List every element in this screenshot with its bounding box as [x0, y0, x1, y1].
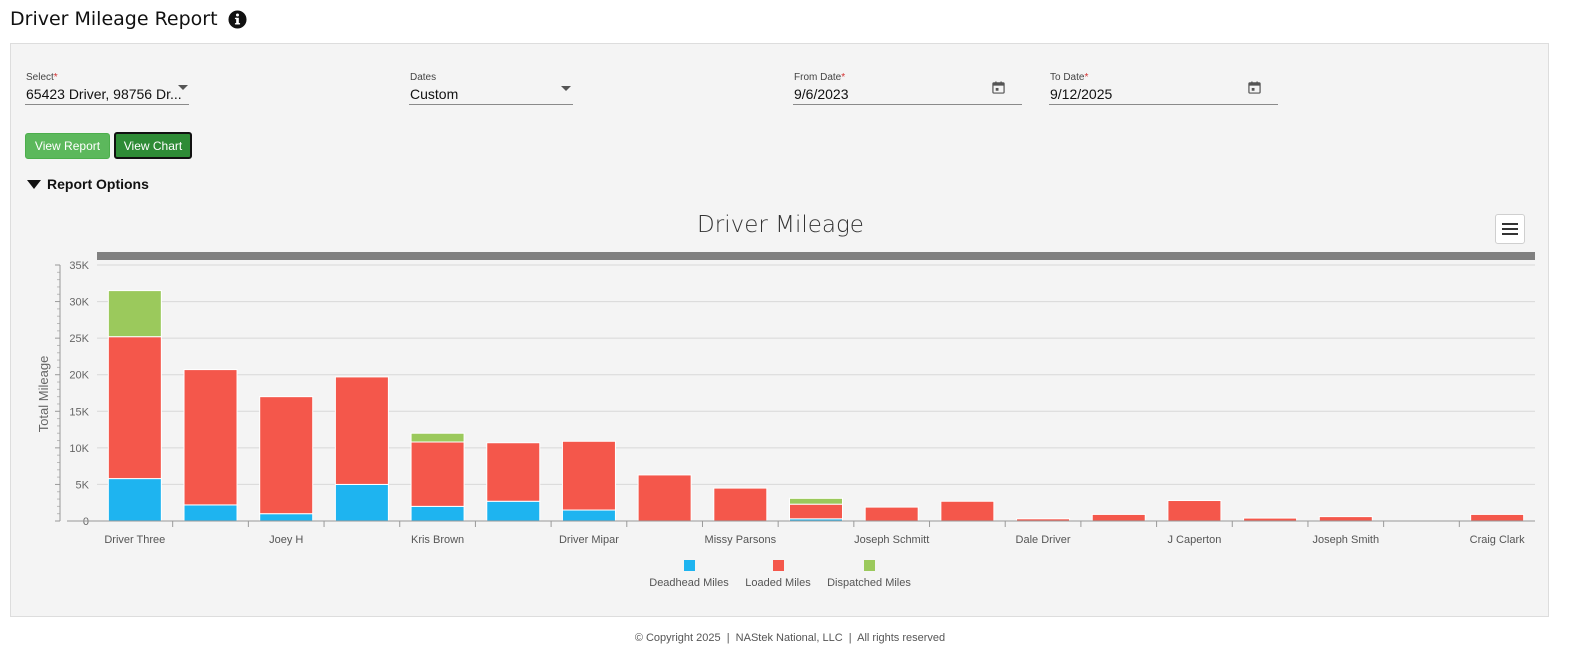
y-tick-label: 35K	[69, 260, 89, 272]
driver-select-label: Select*	[26, 72, 58, 83]
bar-segment[interactable]	[410, 505, 465, 522]
bar-segment[interactable]	[1318, 516, 1373, 522]
bar-segment[interactable]	[334, 376, 389, 485]
bar-segment[interactable]	[410, 441, 465, 507]
bar-segment[interactable]	[864, 506, 919, 522]
caret-down-icon	[27, 179, 41, 189]
footer-copyright: © Copyright 2025 | NAStek National, LLC …	[634, 632, 946, 644]
x-tick-label: Joey H	[269, 534, 303, 546]
driver-select-value: 65423 Driver, 98756 Dr...	[26, 86, 182, 102]
dates-select[interactable]: Dates Custom	[409, 72, 573, 105]
dates-select-label: Dates	[410, 72, 437, 83]
bar-segment[interactable]	[183, 504, 238, 522]
x-tick-label: Joseph Schmitt	[854, 534, 929, 546]
report-options-toggle[interactable]: Report Options	[27, 176, 149, 192]
view-report-button[interactable]: View Report	[25, 133, 110, 159]
chart-scrollbar[interactable]	[97, 252, 1535, 260]
legend-swatch[interactable]	[864, 560, 875, 571]
bar-segment[interactable]	[107, 336, 162, 480]
to-date-value: 9/12/2025	[1050, 86, 1113, 102]
x-tick-label: Kris Brown	[411, 534, 464, 546]
bar-segment[interactable]	[789, 497, 843, 505]
bar-segment[interactable]	[637, 474, 692, 522]
bar-segment[interactable]	[183, 369, 238, 506]
bar-segment[interactable]	[259, 513, 314, 522]
from-date-value: 9/6/2023	[794, 86, 849, 102]
driver-select[interactable]: Select* 65423 Driver, 98756 Dr...	[25, 72, 189, 105]
bar-segment[interactable]	[259, 396, 314, 515]
y-tick-label: 10K	[69, 443, 89, 455]
y-tick-label: 20K	[69, 370, 89, 382]
from-date-label: From Date*	[794, 72, 846, 83]
from-date-field[interactable]: From Date* 9/6/2023	[793, 72, 1022, 105]
info-icon[interactable]	[228, 9, 247, 29]
report-panel: Select* 65423 Driver, 98756 Dr... Dates …	[10, 43, 1549, 617]
to-date-label: To Date*	[1050, 72, 1089, 83]
hamburger-menu-icon	[1502, 223, 1518, 235]
calendar-icon[interactable]	[1248, 81, 1261, 94]
chevron-down-icon[interactable]	[561, 86, 571, 91]
mileage-chart: 0 5K 10K 15K 20K 25K 30K 35K Driver Three Joey H K…	[36, 252, 1535, 589]
bar-segment[interactable]	[940, 500, 995, 522]
chart-menu-button[interactable]	[1495, 214, 1525, 244]
x-tick-label: Driver Mipar	[559, 534, 619, 546]
bar-segment[interactable]	[1167, 500, 1222, 522]
chevron-down-icon[interactable]	[178, 85, 188, 90]
bar-segment[interactable]	[713, 487, 768, 522]
bar-segment[interactable]	[789, 503, 843, 520]
legend-label[interactable]: Loaded Miles	[745, 577, 811, 589]
to-date-field[interactable]: To Date* 9/12/2025	[1049, 72, 1278, 105]
bar-segment[interactable]	[486, 442, 541, 502]
y-tick-label: 15K	[69, 406, 89, 418]
x-tick-label: Joseph Smith	[1312, 534, 1379, 546]
bar-segment[interactable]	[561, 509, 616, 522]
bar-segment[interactable]	[1470, 513, 1525, 522]
page-title: Driver Mileage Report	[10, 8, 218, 30]
bar-segment[interactable]	[334, 483, 389, 522]
x-tick-label: J Caperton	[1168, 534, 1222, 546]
chart-title: Driver Mileage	[697, 212, 864, 238]
dates-select-value: Custom	[410, 86, 459, 102]
bar-segment[interactable]	[561, 440, 616, 511]
y-tick-label: 5K	[76, 479, 90, 491]
x-tick-label: Driver Three	[104, 534, 165, 546]
view-chart-button[interactable]: View Chart	[114, 132, 192, 159]
bar-segment[interactable]	[1091, 513, 1146, 522]
page-header: Driver Mileage Report	[10, 6, 247, 32]
bar-segment[interactable]	[486, 500, 541, 522]
y-axis-title: Total Mileage	[36, 356, 51, 433]
legend-label[interactable]: Deadhead Miles	[649, 577, 729, 589]
calendar-icon[interactable]	[992, 81, 1005, 94]
legend-swatch[interactable]	[684, 560, 695, 571]
bar-segment[interactable]	[107, 290, 162, 338]
bar-segment[interactable]	[107, 478, 162, 522]
y-tick-label: 0	[83, 516, 89, 528]
bar-segment[interactable]	[410, 432, 465, 443]
legend-swatch[interactable]	[773, 560, 784, 571]
x-tick-label: Craig Clark	[1470, 534, 1526, 546]
report-options-label: Report Options	[47, 176, 149, 192]
y-tick-label: 25K	[69, 333, 89, 345]
y-tick-label: 30K	[69, 297, 89, 309]
x-tick-label: Missy Parsons	[705, 534, 777, 546]
legend-label[interactable]: Dispatched Miles	[827, 577, 911, 589]
x-tick-label: Dale Driver	[1016, 534, 1071, 546]
